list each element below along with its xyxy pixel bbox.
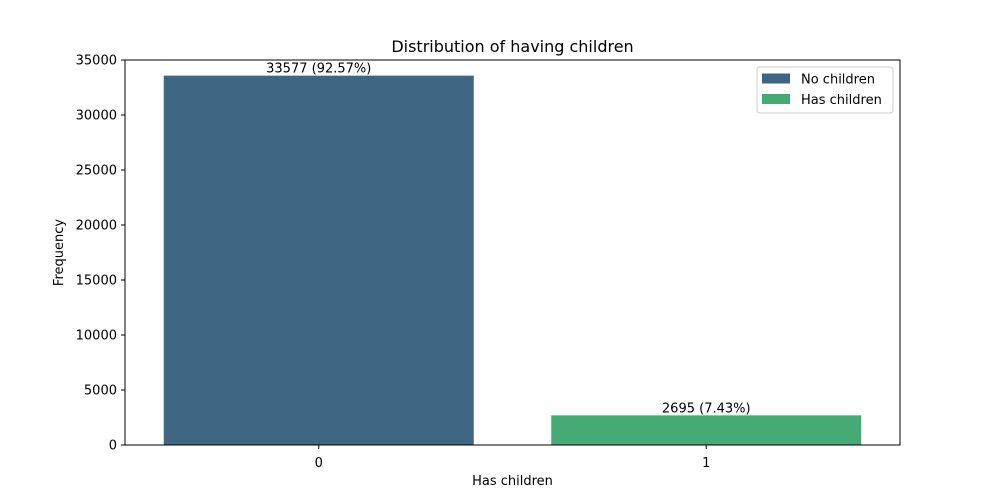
legend-box	[756, 66, 894, 114]
y-tick-label-35000: 35000	[76, 54, 117, 69]
x-axis-label: Has children	[472, 474, 553, 489]
legend: No children Has children	[756, 66, 894, 114]
x-tick-label-1: 1	[702, 456, 710, 471]
x-tick-label-0: 0	[315, 456, 323, 471]
plot-frame	[124, 59, 901, 446]
y-tick-label-5000: 5000	[84, 384, 117, 399]
legend-label-no-children: No children	[801, 73, 875, 88]
data-label-0: 33577 (92.57%)	[266, 62, 371, 77]
bar-0	[163, 75, 474, 445]
bar-1	[551, 415, 862, 445]
y-tick-label-15000: 15000	[76, 274, 117, 289]
chart-title: Distribution of having children	[391, 37, 633, 56]
y-tick-label-25000: 25000	[76, 164, 117, 179]
y-tick-label-20000: 20000	[76, 219, 117, 234]
legend-swatch-no-children	[762, 73, 790, 84]
legend-swatch-has-children	[762, 94, 790, 104]
data-labels-layer: 33577 (92.57%) 2695 (7.43%)	[266, 62, 750, 417]
y-tick-label-10000: 10000	[76, 329, 117, 344]
y-axis: 0 5000 10000 15000 20000 25000 30000 35000	[76, 54, 125, 454]
y-tick-label-30000: 30000	[76, 109, 117, 124]
y-tick-label-0: 0	[109, 439, 117, 454]
bars-layer	[163, 75, 862, 445]
y-axis-label: Frequency	[52, 219, 67, 286]
data-label-1: 2695 (7.43%)	[662, 401, 751, 416]
legend-label-has-children: Has children	[801, 93, 882, 108]
